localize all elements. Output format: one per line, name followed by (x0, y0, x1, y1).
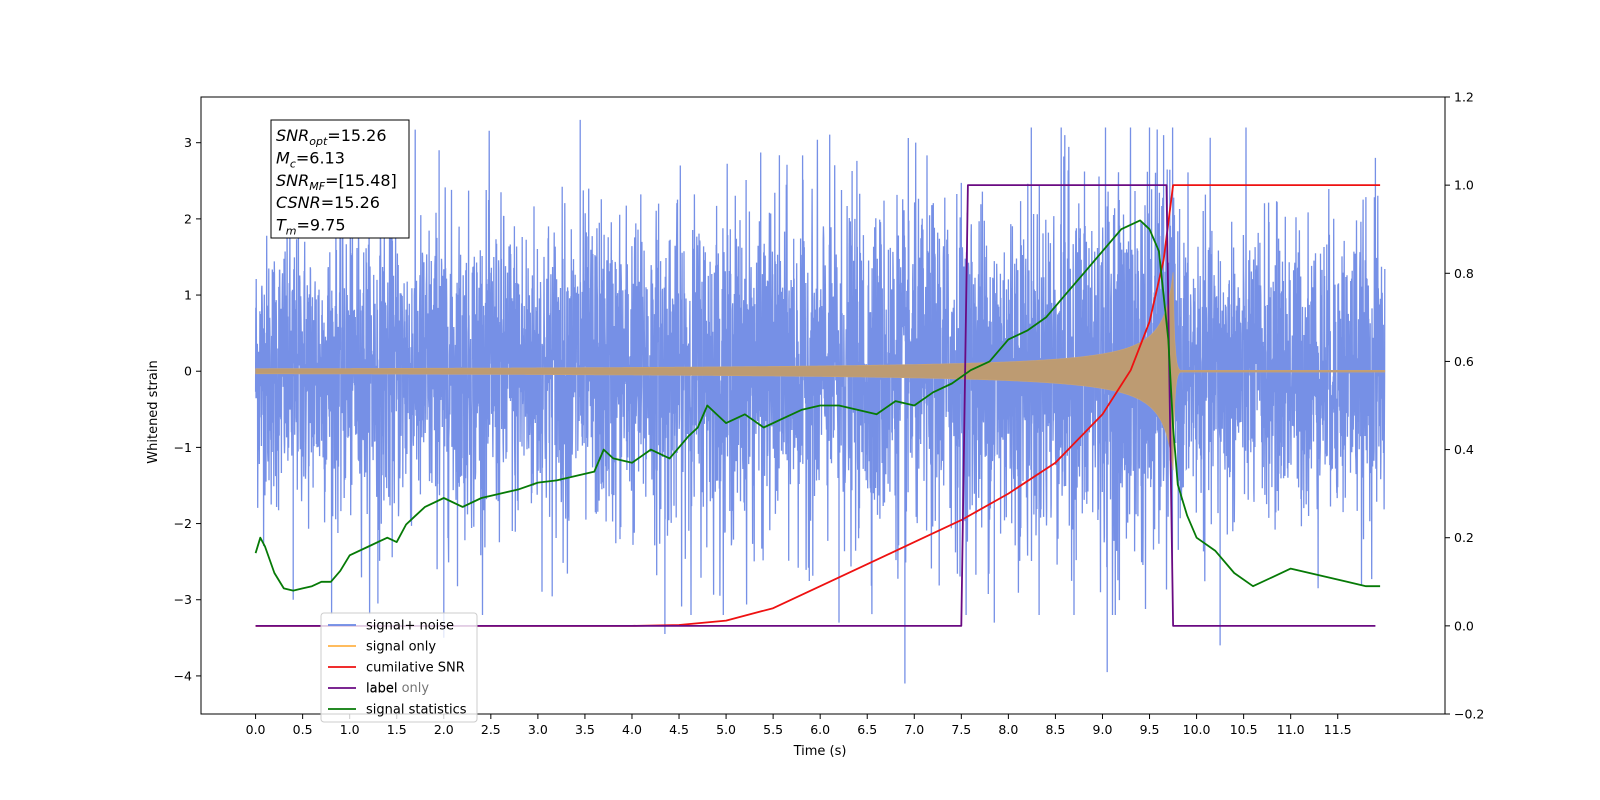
annotation-box: SNRopt=15.26Mc=6.13SNRMF=[15.48]CSNR=15.… (270, 119, 410, 239)
x-tick-label: 9.0 (1093, 722, 1113, 737)
x-tick-label: 8.5 (1045, 722, 1065, 737)
x-tick-label: 4.0 (622, 722, 642, 737)
x-tick-label: 9.5 (1140, 722, 1160, 737)
annotation-subscript: MF (309, 180, 325, 193)
y2-tick-label: 0.4 (1454, 442, 1474, 457)
plot-area (254, 119, 1386, 684)
annotation-line: Mc=6.13 (276, 148, 345, 170)
x-tick-label: 2.0 (434, 722, 454, 737)
legend-label: signal statistics (366, 703, 467, 718)
series-label (255, 184, 1376, 627)
x-tick-label: 2.5 (481, 722, 501, 737)
annotation-symbol: M (276, 148, 290, 167)
series-cumulative-snr (255, 184, 1381, 627)
series-signal-only (255, 272, 1386, 471)
x-tick-label: 6.0 (810, 722, 830, 737)
y-tick-label: −2 (174, 516, 192, 531)
y-tick-label: 2 (184, 211, 192, 226)
plot-series (254, 119, 1386, 684)
axes-frame (200, 96, 1446, 715)
x-tick-label: 3.0 (528, 722, 548, 737)
y-tick-label: −4 (174, 668, 192, 683)
annotation-subscript: opt (309, 135, 328, 148)
x-tick-label: 0.0 (246, 722, 266, 737)
x-tick-label: 7.5 (951, 722, 971, 737)
y2-tick-label: 1.2 (1454, 90, 1474, 105)
y-tick-label: 3 (184, 135, 192, 150)
y-tick-label: 0 (184, 364, 192, 379)
y-tick-label: −1 (174, 440, 192, 455)
x-tick-label: 1.0 (340, 722, 360, 737)
x-tick-label: 5.0 (716, 722, 736, 737)
x-tick-label: 0.5 (293, 722, 313, 737)
x-tick-label: 11.5 (1324, 722, 1352, 737)
y2-tick-label: 0.2 (1454, 530, 1474, 545)
annotation-symbol: SNR (276, 171, 309, 190)
x-tick-label: 4.5 (669, 722, 689, 737)
y-axis-label: Whitened strain (146, 360, 161, 463)
annotation-value: =15.26 (327, 126, 386, 145)
y2-tick-label: 1.0 (1454, 178, 1474, 193)
legend: label only signal+ noise signal only cumila… (320, 612, 478, 723)
annotation-value: =6.13 (296, 148, 345, 167)
y-tick-label: 1 (184, 288, 192, 303)
legend-label: signal+ noise (366, 619, 454, 634)
annotation-symbol: T (276, 216, 287, 235)
legend-label: cumilative SNR (366, 661, 465, 676)
annotation-subscript: c (290, 157, 296, 170)
legend-frame (320, 612, 478, 723)
annotation-value: =9.75 (297, 216, 346, 235)
x-tick-label: 5.5 (763, 722, 783, 737)
x-axis-label: Time (s) (793, 744, 847, 759)
legend-label: label (366, 682, 397, 697)
series-signal-statistics (254, 219, 1381, 592)
axes: 0.0 0.5 1.0 1.5 2.0 2.5 3.0 3.5 4.0 4.5 5.0 5.5 6.0 6… (174, 90, 1485, 738)
annotation-symbol: CSNR (276, 193, 321, 212)
legend-label: signal only (366, 640, 436, 655)
x-tick-label: 3.5 (575, 722, 595, 737)
annotation-line: SNRopt=15.26 (276, 126, 387, 148)
y-tick-label: −3 (174, 592, 192, 607)
x-tick-label: 8.0 (998, 722, 1018, 737)
annotation-frame (270, 119, 410, 239)
y2-tick-label: 0.6 (1454, 354, 1474, 369)
annotation-symbol: SNR (276, 126, 309, 145)
legend-ghost-text: label only (366, 681, 429, 696)
x-tick-label: 10.5 (1230, 722, 1258, 737)
annotation-line: CSNR=15.26 (276, 193, 380, 212)
x-tick-label: 1.5 (387, 722, 407, 737)
y2-tick-label: 0.8 (1454, 266, 1474, 281)
annotation-subscript: m (286, 225, 297, 238)
x-tick-label: 7.0 (904, 722, 924, 737)
annotation-value: =15.26 (321, 193, 380, 212)
x-tick-label: 11.0 (1277, 722, 1305, 737)
x-tick-label: 6.5 (857, 722, 877, 737)
y2-tick-label: −0.2 (1454, 707, 1484, 722)
annotation-line: SNRMF=[15.48] (276, 171, 397, 193)
annotation-line: Tm=9.75 (276, 216, 346, 238)
y2-tick-label: 0.0 (1454, 618, 1474, 633)
annotation-value: =[15.48] (325, 171, 397, 190)
x-tick-label: 10.0 (1183, 722, 1211, 737)
